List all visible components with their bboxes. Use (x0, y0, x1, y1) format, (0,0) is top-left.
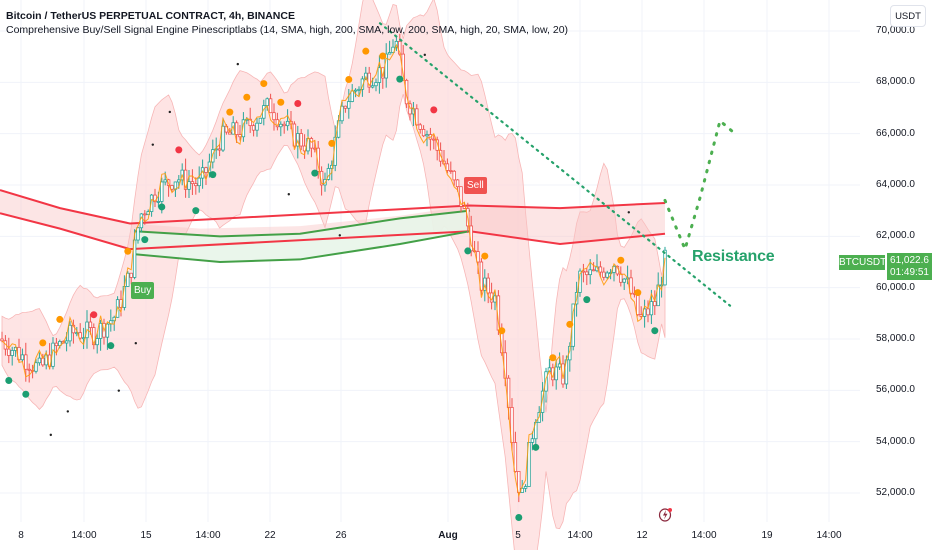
time-scale-label: 12 (636, 530, 648, 541)
time-scale-label: 14:00 (71, 530, 97, 541)
currency-button[interactable]: USDT (890, 5, 926, 27)
buy-signal-label: Buy (131, 282, 155, 299)
time-scale-label: 14:00 (195, 530, 221, 541)
price-scale-label: 56,000.0 (876, 384, 915, 396)
last-price-tag: 61,022.6 01:49:51 (887, 253, 932, 280)
last-price: 61,022.6 (890, 255, 929, 266)
orange-signal-line (1, 43, 666, 498)
time-scale-label: 14:00 (816, 530, 842, 541)
time-scale-label: 22 (264, 530, 276, 541)
price-scale-label: 62,000.0 (876, 230, 915, 242)
price-scale-label: 58,000.0 (876, 333, 915, 344)
time-scale-label: 8 (18, 530, 24, 541)
price-scale-label: 64,000.0 (876, 179, 915, 190)
time-scale-label: 14:00 (691, 530, 717, 541)
forecast-path[interactable] (663, 118, 737, 254)
price-scale-label: 54,000.0 (876, 435, 915, 447)
time-scale-label: 19 (761, 530, 773, 541)
sell-signal-label: Sell (464, 177, 487, 194)
flash-icon[interactable] (658, 506, 674, 522)
moving-average-bands (0, 189, 666, 264)
price-scale-label: 66,000.0 (876, 127, 915, 139)
time-scale-label: 5 (515, 530, 521, 541)
bollinger-band (1, 0, 666, 550)
price-scale-label: 70,000.0 (876, 25, 915, 36)
time-scale-label: 15 (140, 530, 152, 541)
symbol-price-tag: BTCUSDT.P (839, 255, 895, 270)
price-scale-label: 68,000.0 (876, 76, 915, 88)
resistance-label[interactable]: Resistance (692, 248, 775, 265)
price-scale-label: 60,000.0 (876, 281, 915, 293)
price-scale-label: 52,000.0 (876, 487, 915, 498)
bar-countdown: 01:49:51 (890, 267, 929, 278)
time-scale-label: Aug (438, 530, 458, 541)
signal-dots (5, 47, 659, 522)
time-scale-label: 26 (335, 530, 347, 541)
time-scale-label: 14:00 (567, 530, 593, 541)
